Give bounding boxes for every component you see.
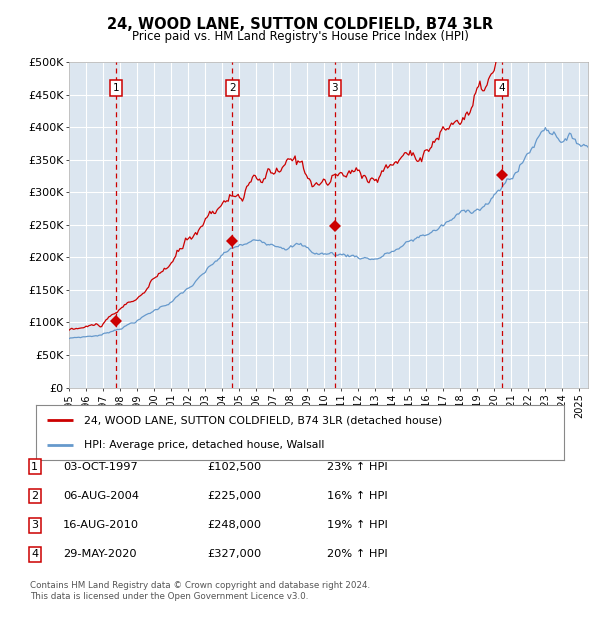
Text: £225,000: £225,000 xyxy=(207,491,261,501)
Text: HPI: Average price, detached house, Walsall: HPI: Average price, detached house, Wals… xyxy=(83,440,324,450)
Text: 2: 2 xyxy=(229,83,236,93)
Text: 23% ↑ HPI: 23% ↑ HPI xyxy=(327,462,388,472)
Text: Price paid vs. HM Land Registry's House Price Index (HPI): Price paid vs. HM Land Registry's House … xyxy=(131,30,469,43)
Text: 4: 4 xyxy=(498,83,505,93)
Text: 03-OCT-1997: 03-OCT-1997 xyxy=(63,462,138,472)
Text: 3: 3 xyxy=(332,83,338,93)
Text: 2: 2 xyxy=(31,491,38,501)
Text: 29-MAY-2020: 29-MAY-2020 xyxy=(63,549,137,559)
Text: 16% ↑ HPI: 16% ↑ HPI xyxy=(327,491,388,501)
Text: 3: 3 xyxy=(31,520,38,530)
Text: 1: 1 xyxy=(31,462,38,472)
Text: 16-AUG-2010: 16-AUG-2010 xyxy=(63,520,139,530)
Text: 19% ↑ HPI: 19% ↑ HPI xyxy=(327,520,388,530)
Text: £248,000: £248,000 xyxy=(207,520,261,530)
Text: 1: 1 xyxy=(112,83,119,93)
Text: This data is licensed under the Open Government Licence v3.0.: This data is licensed under the Open Gov… xyxy=(30,592,308,601)
Text: £102,500: £102,500 xyxy=(207,462,261,472)
Text: £327,000: £327,000 xyxy=(207,549,261,559)
Text: 24, WOOD LANE, SUTTON COLDFIELD, B74 3LR (detached house): 24, WOOD LANE, SUTTON COLDFIELD, B74 3LR… xyxy=(83,415,442,425)
Text: Contains HM Land Registry data © Crown copyright and database right 2024.: Contains HM Land Registry data © Crown c… xyxy=(30,581,370,590)
Text: 20% ↑ HPI: 20% ↑ HPI xyxy=(327,549,388,559)
Text: 06-AUG-2004: 06-AUG-2004 xyxy=(63,491,139,501)
Text: 4: 4 xyxy=(31,549,38,559)
Text: 24, WOOD LANE, SUTTON COLDFIELD, B74 3LR: 24, WOOD LANE, SUTTON COLDFIELD, B74 3LR xyxy=(107,17,493,32)
